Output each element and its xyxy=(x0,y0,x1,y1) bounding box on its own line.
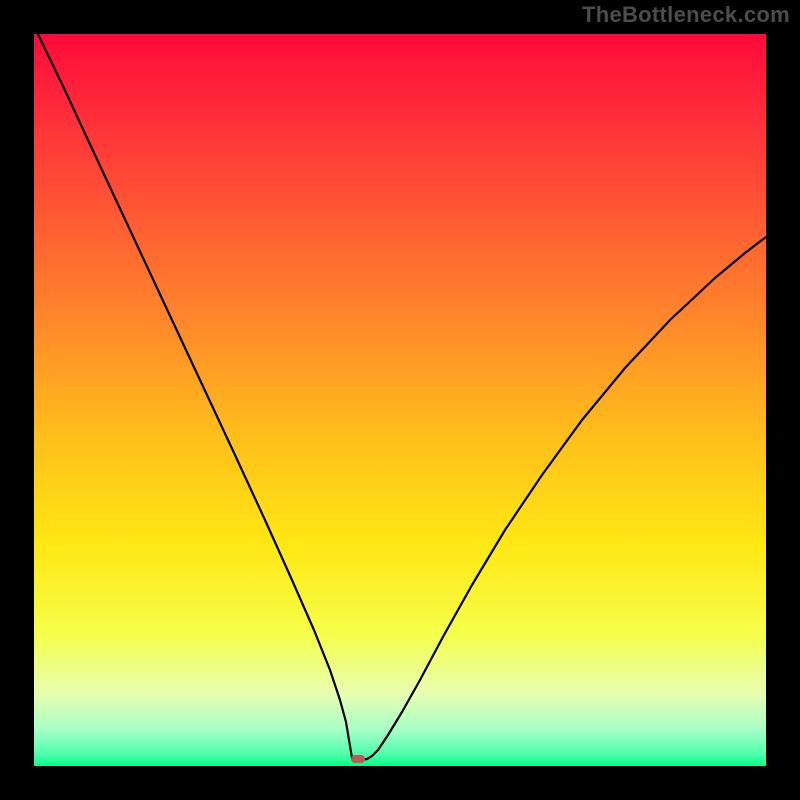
bottleneck-chart xyxy=(0,0,800,800)
optimal-point-marker xyxy=(351,755,365,763)
watermark-label: TheBottleneck.com xyxy=(582,2,790,28)
chart-container: TheBottleneck.com xyxy=(0,0,800,800)
plot-background xyxy=(34,34,766,766)
